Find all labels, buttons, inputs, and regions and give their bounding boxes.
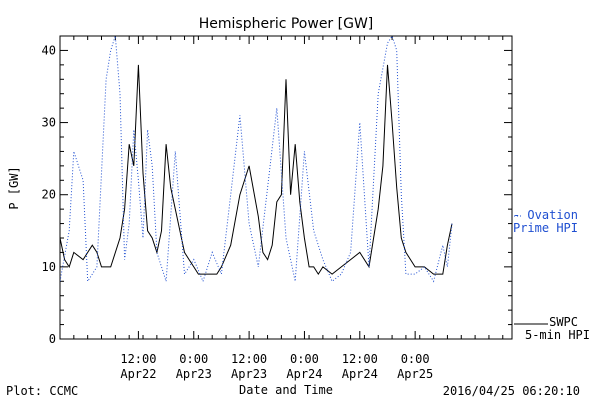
x-tick-label-time: 12:00 (231, 352, 267, 366)
x-tick-label-time: 0:00 (179, 352, 208, 366)
x-tick-label-date: Apr22 (120, 367, 156, 381)
x-tick-label-date: Apr23 (231, 367, 267, 381)
y-tick-label-10: 10 (42, 260, 56, 274)
x-axis-label: Date and Time (239, 383, 333, 397)
legend: - Ovation Prime HPI SWPC 5-min HPI (513, 208, 590, 342)
y-axis: 0 10 20 30 40 (42, 35, 512, 346)
series-layer (60, 36, 453, 283)
x-tick-label-time: 0:00 (290, 352, 319, 366)
series-line-swpc-5min-hpi (60, 64, 453, 276)
y-tick-label-20: 20 (42, 188, 56, 202)
series-line-ovation-prime-hpi (60, 36, 453, 283)
x-axis: 12:00Apr220:00Apr2312:00Apr230:00Apr2412… (59, 36, 504, 381)
y-tick-label-30: 30 (42, 116, 56, 130)
x-tick-label-time: 0:00 (401, 352, 430, 366)
x-tick-label-date: Apr24 (342, 367, 378, 381)
legend-swpc-line2: 5-min HPI (525, 328, 590, 342)
x-tick-label-time: 12:00 (120, 352, 156, 366)
footer-timestamp: 2016/04/25 06:20:10 (443, 384, 580, 398)
legend-swpc-line1: SWPC (549, 315, 578, 329)
x-tick-label-date: Apr23 (176, 367, 212, 381)
x-tick-label-date: Apr24 (286, 367, 322, 381)
footer-plot-source: Plot: CCMC (6, 384, 78, 398)
legend-ovation-line2: Prime HPI (513, 221, 578, 235)
plot-frame (59, 35, 513, 340)
y-axis-label: P [GW] (7, 166, 21, 209)
y-tick-label-40: 40 (42, 43, 56, 57)
x-tick-label-date: Apr25 (397, 367, 433, 381)
x-tick-label-time: 12:00 (342, 352, 378, 366)
legend-ovation-line1: - Ovation (513, 208, 578, 222)
y-tick-label-0: 0 (49, 332, 56, 346)
chart-title: Hemispheric Power [GW] (199, 16, 374, 32)
